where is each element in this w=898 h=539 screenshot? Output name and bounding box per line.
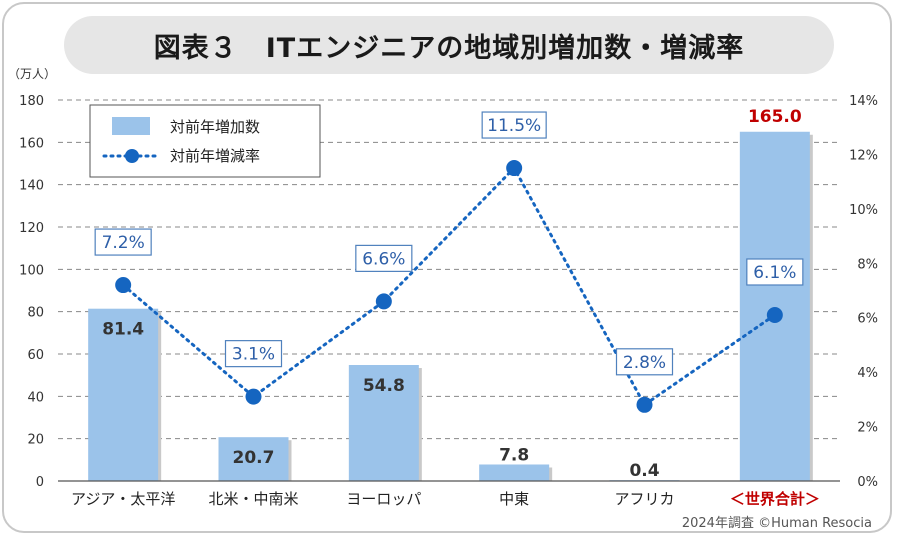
y-left-tick-label: 20 bbox=[27, 433, 44, 448]
y-right-tick-label: 4% bbox=[857, 366, 878, 381]
y-left-tick-label: 0 bbox=[36, 475, 44, 490]
rate-label-box bbox=[94, 228, 152, 256]
bar-value-label: 54.8 bbox=[363, 376, 405, 396]
rate-label-box bbox=[746, 258, 804, 286]
y-right-tick-label: 0% bbox=[857, 475, 878, 490]
y-left-tick-label: 180 bbox=[19, 94, 44, 109]
rate-label-box bbox=[615, 348, 674, 376]
bar bbox=[479, 464, 550, 481]
bar bbox=[218, 437, 289, 481]
rate-label: 3.1% bbox=[232, 345, 275, 365]
y-right-tick-label: 2% bbox=[857, 421, 878, 436]
rate-line bbox=[121, 165, 777, 407]
bar-value-label: 165.0 bbox=[748, 107, 802, 127]
y-right-tick-label: 10% bbox=[849, 203, 878, 218]
rate-label-box bbox=[355, 244, 413, 272]
x-category-label: アフリカ bbox=[614, 490, 674, 508]
rate-label-box bbox=[224, 340, 283, 368]
bar-value-label: 7.8 bbox=[499, 445, 529, 465]
legend-bar-swatch bbox=[112, 117, 150, 135]
x-category-label: アジア・太平洋 bbox=[71, 490, 175, 508]
rate-label: 6.6% bbox=[362, 249, 405, 269]
bar-value-label: 20.7 bbox=[233, 448, 275, 468]
rate-label: 11.5% bbox=[487, 116, 541, 136]
y-left-tick-label: 40 bbox=[27, 390, 44, 405]
x-category-label: 北米・中南米 bbox=[208, 490, 298, 508]
x-category-label: ＜世界合計＞ bbox=[730, 490, 820, 508]
rate-point bbox=[375, 293, 392, 310]
rate-label: 2.8% bbox=[623, 353, 666, 373]
x-category-label: 中東 bbox=[499, 490, 529, 508]
y-left-tick-label: 80 bbox=[27, 306, 44, 321]
y-left-tick-label: 60 bbox=[27, 348, 44, 363]
bar-value-label: 81.4 bbox=[102, 320, 144, 340]
rate-label: 6.1% bbox=[753, 263, 796, 283]
legend-box bbox=[89, 104, 321, 178]
y-right-tick-label: 14% bbox=[849, 94, 878, 109]
chart-title: 図表３ ITエンジニアの地域別増加数・増減率 bbox=[64, 16, 834, 74]
rate-point bbox=[506, 160, 523, 177]
source-note: 2024年調査 ©Human Resocia bbox=[681, 516, 872, 531]
bar bbox=[739, 131, 810, 481]
rate-label-box bbox=[481, 111, 547, 139]
rate-point bbox=[766, 306, 783, 323]
rate-point bbox=[115, 277, 132, 294]
y-right-tick-label: 8% bbox=[857, 257, 878, 272]
y-left-tick-label: 140 bbox=[19, 179, 44, 194]
x-category-label: ヨーロッパ bbox=[346, 490, 421, 508]
y-right-tick-label: 6% bbox=[857, 312, 878, 327]
legend-line-label: 対前年増減率 bbox=[170, 147, 260, 165]
y-left-tick-label: 160 bbox=[19, 136, 44, 151]
y-left-unit-label: （万人） bbox=[8, 67, 56, 81]
y-right-tick-label: 12% bbox=[849, 148, 878, 163]
y-left-tick-label: 100 bbox=[19, 263, 44, 278]
bar-value-label: 0.4 bbox=[629, 461, 659, 481]
legend-bar-label: 対前年増加数 bbox=[170, 118, 260, 136]
bar bbox=[88, 308, 159, 481]
y-left-tick-label: 120 bbox=[19, 221, 44, 236]
rate-point bbox=[245, 388, 262, 405]
legend-line-marker bbox=[125, 149, 139, 163]
bar bbox=[348, 365, 419, 481]
rate-point bbox=[636, 396, 653, 413]
rate-label: 7.2% bbox=[102, 233, 145, 253]
